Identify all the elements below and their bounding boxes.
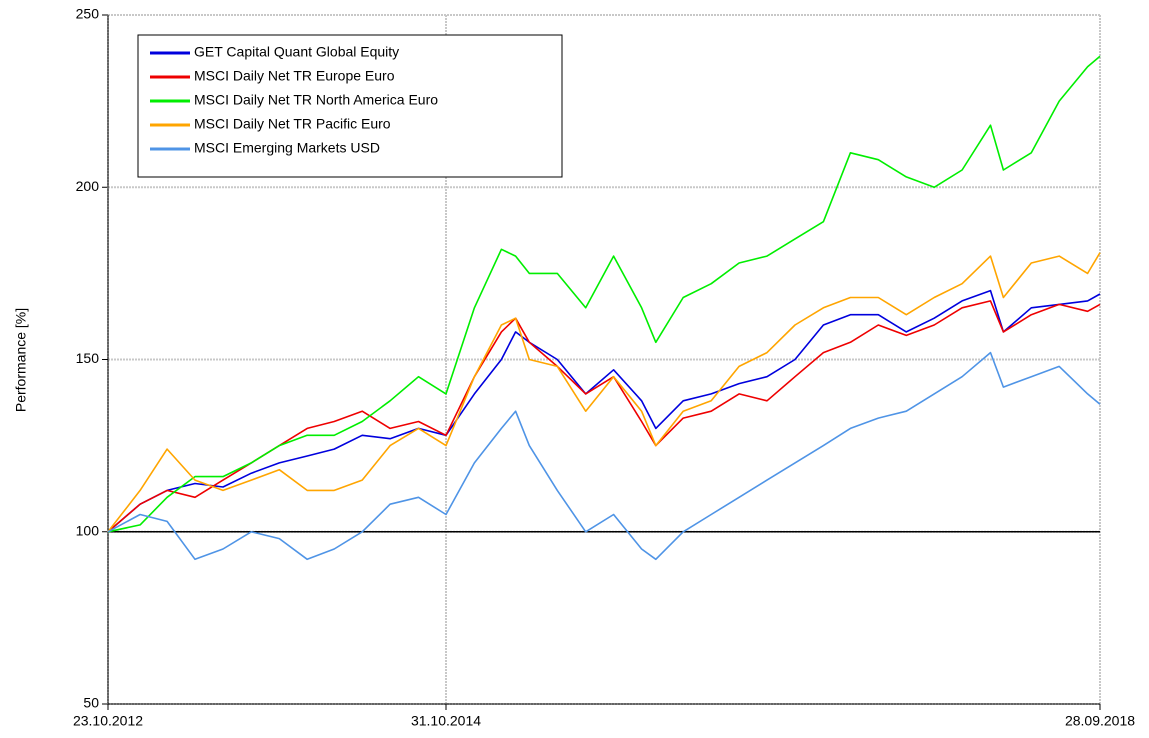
y-axis-label: Performance [%]: [13, 308, 29, 412]
y-tick-label: 50: [83, 695, 99, 711]
x-tick-label: 28.09.2018: [1065, 713, 1135, 729]
x-tick-label: 23.10.2012: [73, 713, 143, 729]
y-tick-label: 250: [76, 6, 100, 22]
y-tick-label: 200: [76, 178, 100, 194]
series-line: [107, 351, 1101, 561]
legend-label: GET Capital Quant Global Equity: [194, 44, 399, 60]
y-tick-label: 150: [76, 350, 100, 366]
legend-box: [137, 34, 563, 178]
legend-label: MSCI Daily Net TR Pacific Euro: [194, 116, 391, 132]
series-line: [107, 300, 1101, 533]
y-tick-label: 100: [76, 522, 100, 538]
series-line: [107, 289, 1101, 533]
legend-label: MSCI Emerging Markets USD: [194, 140, 380, 156]
series-line: [107, 252, 1101, 533]
legend-label: MSCI Daily Net TR Europe Euro: [194, 68, 395, 84]
legend-label: MSCI Daily Net TR North America Euro: [194, 92, 438, 108]
x-tick-label: 31.10.2014: [411, 713, 481, 729]
series-line: [107, 55, 1101, 533]
